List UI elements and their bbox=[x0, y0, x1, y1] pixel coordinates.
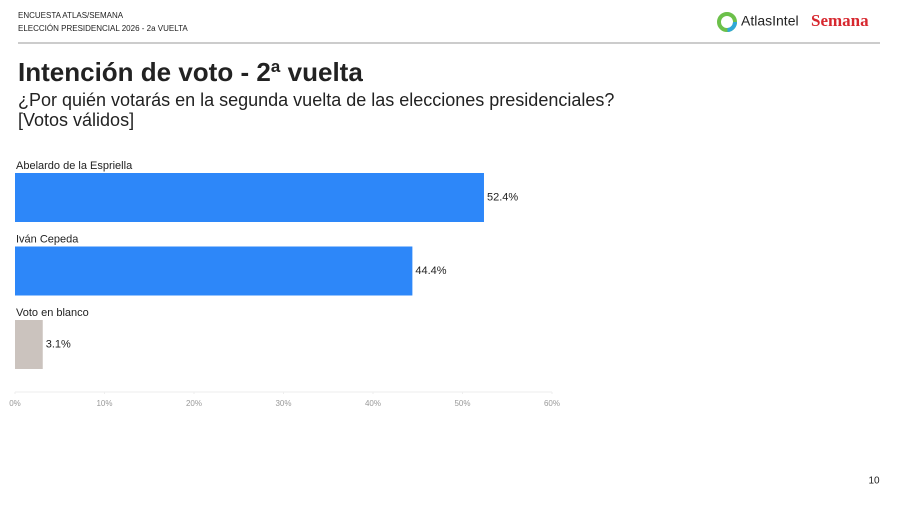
logo-atlas: AtlasIntel bbox=[741, 13, 799, 29]
header-line: ENCUESTA ATLAS/SEMANA bbox=[18, 11, 124, 20]
value-label: 3.1% bbox=[46, 338, 71, 350]
atlas-icon-accent bbox=[717, 12, 737, 32]
x-tick-label: 20% bbox=[186, 399, 202, 408]
category-label: Iván Cepeda bbox=[16, 233, 79, 245]
logo-semana: Semana bbox=[811, 11, 869, 30]
page-number: 10 bbox=[868, 476, 880, 487]
value-label: 52.4% bbox=[487, 191, 518, 203]
subtitle: ¿Por quién votarás en la segunda vuelta … bbox=[18, 90, 614, 110]
x-tick-label: 50% bbox=[454, 399, 470, 408]
x-tick-label: 10% bbox=[96, 399, 112, 408]
bar bbox=[15, 173, 484, 222]
category-label: Voto en blanco bbox=[16, 307, 89, 319]
header-line: ELECCIÓN PRESIDENCIAL 2026 - 2a VUELTA bbox=[18, 24, 188, 33]
category-label: Abelardo de la Espriella bbox=[16, 160, 133, 172]
bar bbox=[15, 320, 43, 369]
bar bbox=[15, 246, 413, 296]
x-tick-label: 60% bbox=[544, 399, 560, 408]
x-tick-label: 0% bbox=[9, 399, 21, 408]
value-label: 44.4% bbox=[415, 265, 446, 277]
x-tick-label: 30% bbox=[275, 399, 291, 408]
subtitle: [Votos válidos] bbox=[18, 110, 134, 130]
x-tick-label: 40% bbox=[365, 399, 381, 408]
chart-title: Intención de voto - 2ª vuelta bbox=[18, 57, 363, 87]
